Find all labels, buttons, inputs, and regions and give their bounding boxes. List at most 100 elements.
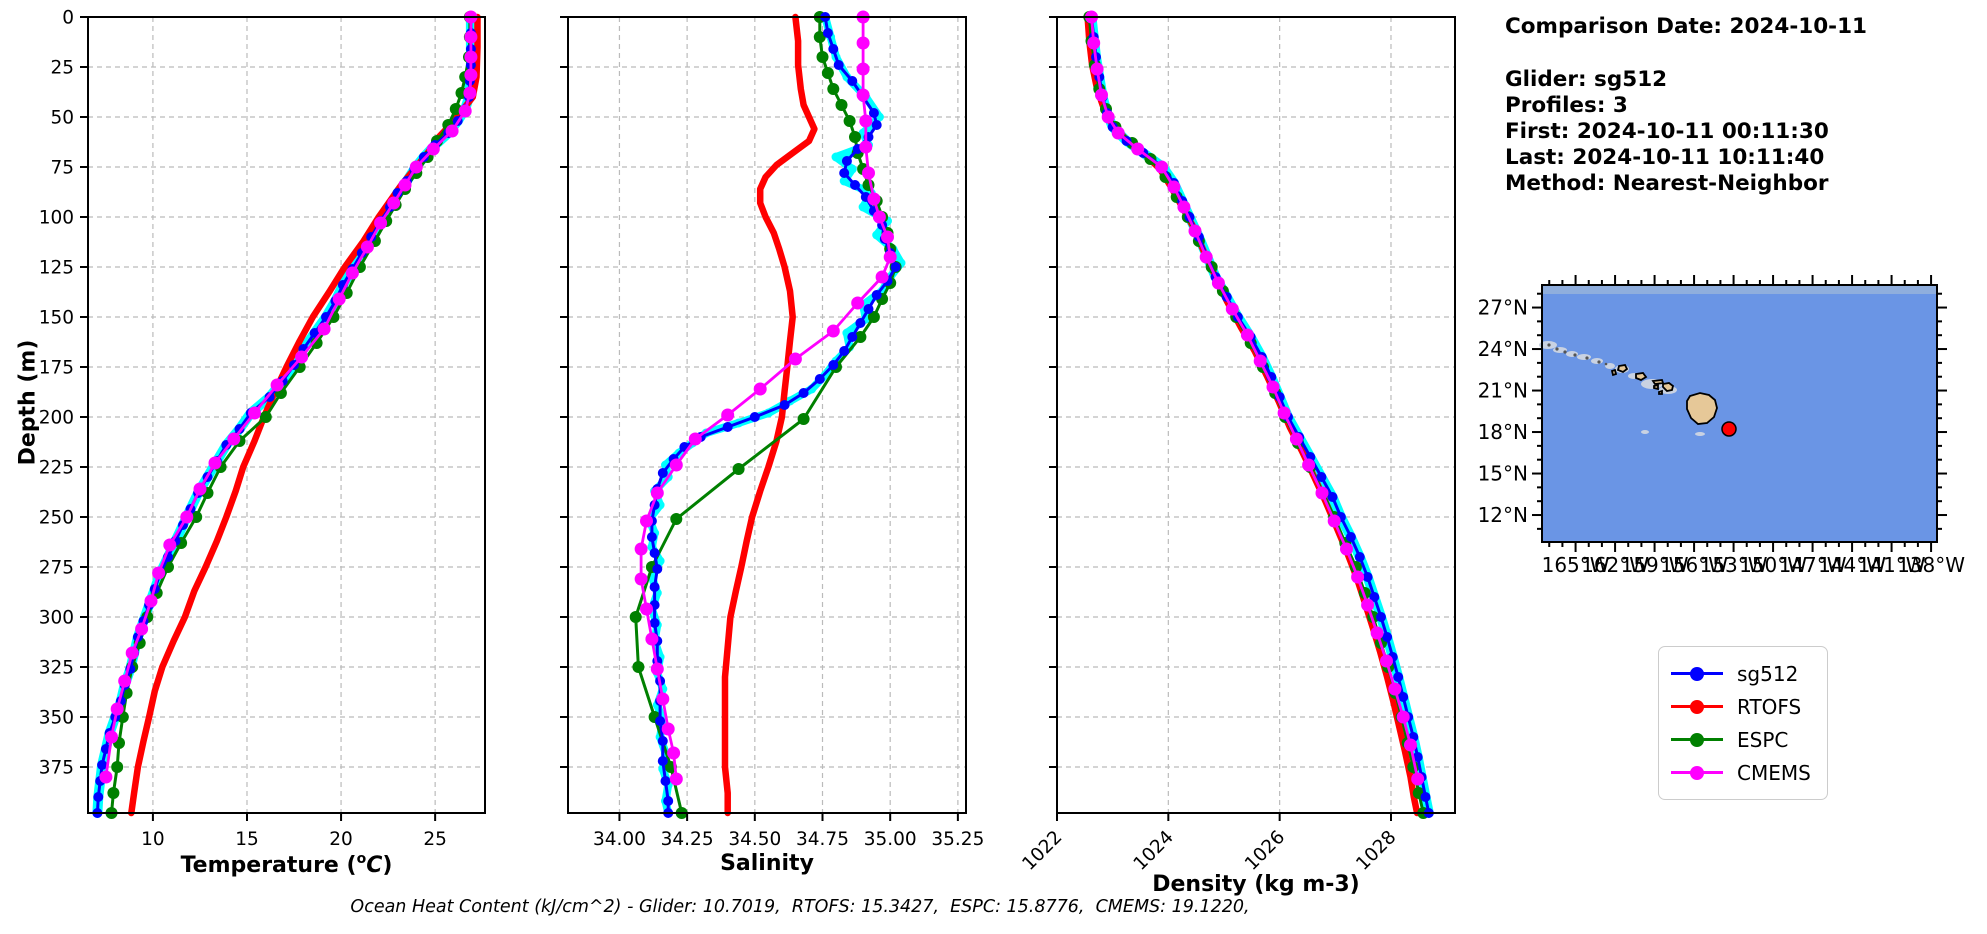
svg-text:250: 250 — [39, 508, 74, 529]
temperature-axis-label-unit: C — [366, 853, 383, 878]
svg-text:375: 375 — [39, 758, 74, 779]
legend-marker-dot — [1690, 732, 1704, 747]
map-lon-label: 141°W — [1858, 553, 1926, 577]
legend-line-sample — [1671, 732, 1723, 747]
legend-item-RTOFS: RTOFS — [1671, 690, 1813, 723]
svg-text:275: 275 — [39, 558, 74, 579]
map-ocean — [1542, 285, 1937, 542]
svg-text:75: 75 — [50, 158, 74, 179]
temperature-axis-label-pre: Temperature ( — [180, 853, 357, 878]
depth-axis-label: Depth (m) — [15, 339, 41, 466]
svg-text:10: 10 — [141, 829, 165, 850]
svg-text:1024: 1024 — [1130, 827, 1178, 875]
island-lanai — [1653, 383, 1659, 391]
svg-text:200: 200 — [39, 408, 74, 429]
map-lat-label: 24°N — [1478, 337, 1528, 361]
legend-label: ESPC — [1737, 727, 1789, 752]
legend-label: sg512 — [1737, 661, 1799, 686]
island-maui — [1662, 382, 1675, 392]
svg-text:35.00: 35.00 — [864, 829, 917, 850]
svg-text:34.25: 34.25 — [661, 829, 714, 850]
map-shoal — [1695, 432, 1705, 436]
svg-text:150: 150 — [39, 308, 74, 329]
legend-line-sample — [1671, 765, 1723, 780]
svg-text:100: 100 — [39, 208, 74, 229]
glider-text: Glider: sg512 — [1505, 67, 1668, 92]
series-CMEMS — [1090, 15, 1420, 781]
temperature-axis-label-sup: o — [356, 851, 367, 867]
svg-text:35.25: 35.25 — [931, 829, 984, 850]
legend-item-CMEMS: CMEMS — [1671, 756, 1813, 789]
map-lat-label: 18°N — [1478, 420, 1528, 444]
svg-text:225: 225 — [39, 458, 74, 479]
series-RTOFS — [128, 13, 481, 817]
map-lat-label: 15°N — [1478, 462, 1528, 486]
legend-marker-dot — [1690, 699, 1704, 714]
map-lat-label: 27°N — [1478, 296, 1528, 320]
map-lon-label: 165°W — [1542, 553, 1610, 577]
svg-text:125: 125 — [39, 258, 74, 279]
legend-line-sample — [1671, 699, 1723, 714]
map-lat-label: 12°N — [1478, 503, 1528, 527]
island-oahu — [1635, 372, 1648, 382]
info-spacer — [1505, 40, 1867, 67]
island-big-island — [1686, 392, 1718, 425]
svg-text:0: 0 — [62, 8, 74, 29]
location-map: 27°N24°N21°N18°N15°N12°N165°W162°W159°W1… — [1478, 275, 1965, 577]
map-lon-label: 138°W — [1897, 553, 1965, 577]
map-lon-label: 144°W — [1818, 553, 1886, 577]
method-text: Method: Nearest-Neighbor — [1505, 171, 1829, 196]
temperature-axis-label: Temperature (oC) — [88, 851, 485, 878]
map-lon-label: 147°W — [1779, 553, 1847, 577]
island-molokai — [1651, 379, 1665, 385]
svg-text:350: 350 — [39, 708, 74, 729]
legend-item-ESPC: ESPC — [1671, 723, 1813, 756]
plot-salinity: 34.00 34.25 34.50 34.75 35.00 35.25 — [560, 10, 984, 850]
legend-marker-dot — [1690, 765, 1704, 780]
svg-text:1022: 1022 — [1018, 827, 1066, 875]
svg-text:25: 25 — [50, 58, 74, 79]
svg-text:300: 300 — [39, 608, 74, 629]
map-lon-label: 150°W — [1739, 553, 1807, 577]
legend: sg512 RTOFS ESPC CMEMS — [1658, 646, 1828, 800]
profiles-text: Profiles: 3 — [1505, 93, 1628, 118]
series-ESPC — [110, 15, 472, 815]
legend-marker-dot — [1690, 666, 1704, 681]
comparison-date-text: Comparison Date: 2024-10-11 — [1505, 14, 1868, 39]
map-lon-label: 156°W — [1660, 553, 1728, 577]
map-shoal — [1591, 358, 1603, 364]
plot-density: 1022 1024 1026 1028 — [1018, 10, 1456, 875]
svg-text:15: 15 — [235, 829, 259, 850]
series-RTOFS — [1084, 13, 1421, 817]
legend-item-sg512: sg512 — [1671, 657, 1813, 690]
island-niihau — [1610, 368, 1618, 377]
legend-label: CMEMS — [1737, 760, 1811, 785]
svg-text:175: 175 — [39, 358, 74, 379]
svg-text:1026: 1026 — [1241, 827, 1289, 875]
first-time-text: First: 2024-10-11 00:11:30 — [1505, 119, 1829, 144]
map-shoal — [1577, 354, 1591, 360]
glider-position-marker — [1721, 421, 1737, 437]
info-block: Comparison Date: 2024-10-11 Glider: sg51… — [1505, 14, 1867, 197]
svg-text:20: 20 — [329, 829, 353, 850]
map-shoal — [1641, 430, 1649, 434]
island-kauai — [1616, 364, 1629, 374]
svg-text:325: 325 — [39, 658, 74, 679]
legend-line-sample — [1671, 666, 1723, 681]
legend-label: RTOFS — [1737, 694, 1802, 719]
svg-text:34.75: 34.75 — [796, 829, 849, 850]
map-lon-label: 159°W — [1621, 553, 1689, 577]
svg-text:34.50: 34.50 — [728, 829, 781, 850]
ocean-heat-content-note: Ocean Heat Content (kJ/cm^2) - Glider: 1… — [350, 897, 1250, 917]
plot-temperature: 10 15 20 2502550751001251501752002252502753… — [39, 8, 486, 850]
map-lon-label: 153°W — [1700, 553, 1768, 577]
salinity-axis-label: Salinity — [720, 851, 814, 876]
map-shoal — [1605, 363, 1615, 369]
map-lat-label: 21°N — [1478, 379, 1528, 403]
series-ESPC — [1087, 15, 1425, 815]
svg-text:25: 25 — [423, 829, 447, 850]
temperature-axis-label-post: ) — [382, 853, 393, 878]
last-time-text: Last: 2024-10-11 10:11:40 — [1505, 145, 1825, 170]
